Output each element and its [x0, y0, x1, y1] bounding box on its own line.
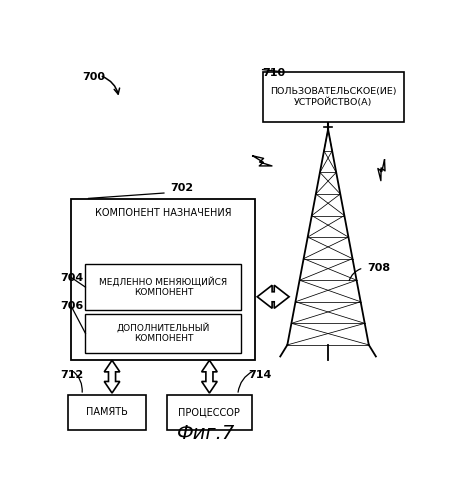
Polygon shape	[257, 285, 289, 308]
Text: ПРОЦЕССОР: ПРОЦЕССОР	[179, 408, 240, 418]
Text: ПОЛЬЗОВАТЕЛЬСКОЕ(ИЕ)
УСТРОЙСТВО(А): ПОЛЬЗОВАТЕЛЬСКОЕ(ИЕ) УСТРОЙСТВО(А)	[270, 86, 397, 106]
Bar	[167, 395, 252, 430]
Bar	[85, 264, 241, 310]
Text: КОМПОНЕНТ НАЗНАЧЕНИЯ: КОМПОНЕНТ НАЗНАЧЕНИЯ	[95, 208, 232, 218]
Text: ДОПОЛНИТЕЛЬНЫЙ
КОМПОНЕНТ: ДОПОЛНИТЕЛЬНЫЙ КОМПОНЕНТ	[117, 323, 210, 344]
Bar	[71, 198, 255, 360]
Polygon shape	[315, 78, 324, 96]
Text: МЕДЛЕННО МЕНЯЮЩИЙСЯ
КОМПОНЕНТ: МЕДЛЕННО МЕНЯЮЩИЙСЯ КОМПОНЕНТ	[99, 277, 228, 297]
Polygon shape	[202, 360, 217, 393]
Text: 706: 706	[61, 302, 84, 312]
Text: 702: 702	[170, 183, 194, 193]
Text: 710: 710	[262, 68, 286, 78]
Text: 712: 712	[61, 370, 84, 380]
Polygon shape	[253, 156, 272, 166]
Text: 714: 714	[249, 370, 272, 380]
Bar	[262, 72, 404, 122]
Polygon shape	[378, 160, 385, 180]
Bar	[85, 314, 241, 352]
Polygon shape	[364, 96, 372, 119]
Text: 708: 708	[367, 263, 390, 273]
Text: Фиг.7: Фиг.7	[177, 424, 235, 443]
Bar	[68, 395, 146, 430]
Text: ПАМЯТЬ: ПАМЯТЬ	[86, 408, 128, 418]
Text: 700: 700	[82, 72, 105, 82]
Text: 704: 704	[61, 272, 84, 282]
Polygon shape	[104, 360, 120, 393]
Polygon shape	[273, 96, 288, 113]
